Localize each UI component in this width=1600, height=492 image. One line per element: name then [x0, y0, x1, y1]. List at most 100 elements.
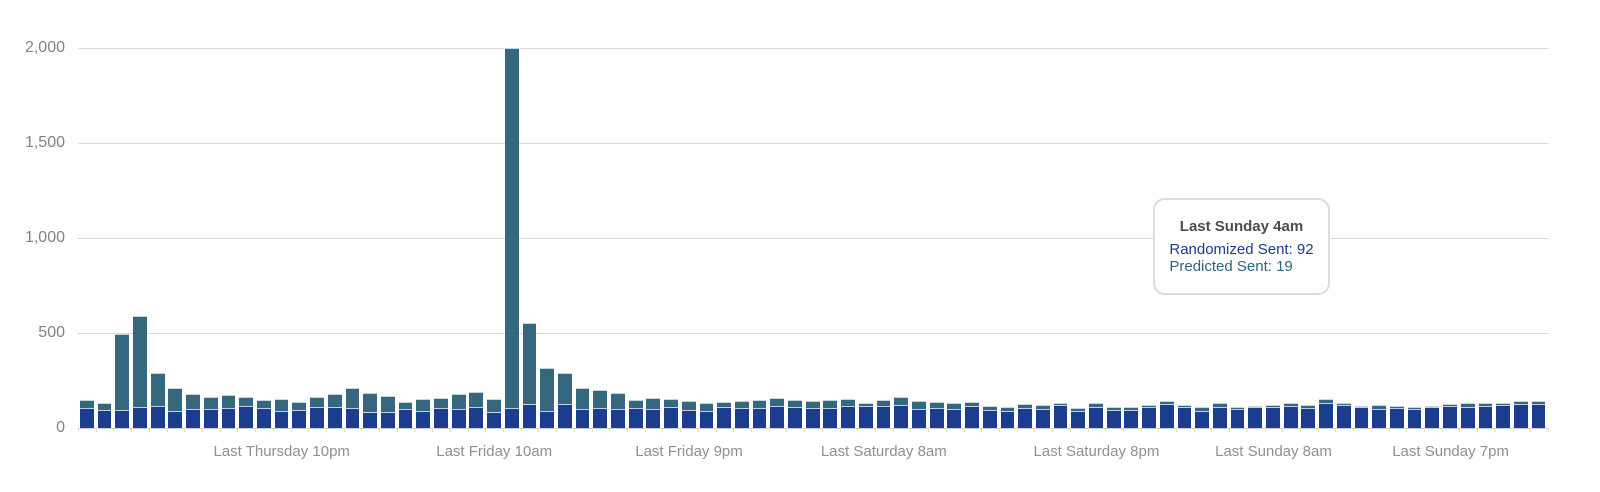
bar[interactable] [361, 0, 379, 428]
bar[interactable] [1229, 0, 1247, 428]
bar[interactable] [503, 0, 521, 428]
bar[interactable] [1158, 0, 1176, 428]
bar-stack [292, 401, 307, 428]
bar[interactable] [1530, 0, 1548, 428]
bar[interactable] [149, 0, 167, 428]
bar[interactable] [751, 0, 769, 428]
bar[interactable] [1211, 0, 1229, 428]
bar[interactable] [167, 0, 185, 428]
bar[interactable] [467, 0, 485, 428]
bar[interactable] [273, 0, 291, 428]
randomized-sent-segment [327, 407, 342, 428]
bar[interactable] [202, 0, 220, 428]
bar[interactable] [1300, 0, 1318, 428]
bar[interactable] [1034, 0, 1052, 428]
bar[interactable] [184, 0, 202, 428]
bar[interactable] [786, 0, 804, 428]
bar[interactable] [1406, 0, 1424, 428]
bar[interactable] [255, 0, 273, 428]
bar[interactable] [1459, 0, 1477, 428]
bar[interactable] [822, 0, 840, 428]
bar-hovered[interactable] [1193, 0, 1211, 428]
x-axis-tick-mark [1193, 428, 1195, 432]
bar[interactable] [1140, 0, 1158, 428]
x-axis-tick-mark [1105, 428, 1107, 432]
bar[interactable] [414, 0, 432, 428]
bar[interactable] [1494, 0, 1512, 428]
randomized-sent-segment [1195, 410, 1210, 428]
bar[interactable] [857, 0, 875, 428]
bar[interactable] [591, 0, 609, 428]
randomized-sent-segment [1124, 409, 1139, 428]
bar[interactable] [1353, 0, 1371, 428]
bar[interactable] [78, 0, 96, 428]
bar[interactable] [680, 0, 698, 428]
bar[interactable] [379, 0, 397, 428]
bar[interactable] [326, 0, 344, 428]
bar[interactable] [839, 0, 857, 428]
bar[interactable] [1069, 0, 1087, 428]
bar[interactable] [1335, 0, 1353, 428]
bar[interactable] [945, 0, 963, 428]
bar[interactable] [733, 0, 751, 428]
bar[interactable] [662, 0, 680, 428]
x-axis-tick-mark [379, 428, 381, 432]
bar[interactable] [397, 0, 415, 428]
bar[interactable] [1246, 0, 1264, 428]
predicted-sent-segment [770, 398, 785, 406]
randomized-sent-segment [1089, 407, 1103, 428]
bar[interactable] [432, 0, 450, 428]
bar[interactable] [96, 0, 114, 428]
bar[interactable] [1370, 0, 1388, 428]
bar[interactable] [875, 0, 893, 428]
bar[interactable] [1423, 0, 1441, 428]
bar[interactable] [290, 0, 308, 428]
bar[interactable] [1087, 0, 1105, 428]
bar[interactable] [1016, 0, 1034, 428]
bar[interactable] [113, 0, 131, 428]
bar[interactable] [910, 0, 928, 428]
bar[interactable] [1122, 0, 1140, 428]
bar[interactable] [131, 0, 149, 428]
bar[interactable] [1176, 0, 1194, 428]
bar[interactable] [963, 0, 981, 428]
bar[interactable] [538, 0, 556, 428]
bar[interactable] [308, 0, 326, 428]
bar[interactable] [450, 0, 468, 428]
bar[interactable] [237, 0, 255, 428]
bar[interactable] [768, 0, 786, 428]
bar[interactable] [220, 0, 238, 428]
bar[interactable] [1052, 0, 1070, 428]
bar[interactable] [804, 0, 822, 428]
x-axis-tick-mark [1406, 428, 1408, 432]
bar[interactable] [892, 0, 910, 428]
predicted-sent-segment [912, 401, 926, 409]
bar[interactable] [645, 0, 663, 428]
bar[interactable] [999, 0, 1017, 428]
randomized-sent-segment [1018, 408, 1033, 428]
bar[interactable] [556, 0, 574, 428]
bar[interactable] [1477, 0, 1495, 428]
bar-stack [1053, 403, 1068, 428]
bar[interactable] [574, 0, 592, 428]
bar[interactable] [1317, 0, 1335, 428]
bar[interactable] [1512, 0, 1530, 428]
bar[interactable] [698, 0, 716, 428]
bar[interactable] [1264, 0, 1282, 428]
bar[interactable] [928, 0, 946, 428]
bar[interactable] [1388, 0, 1406, 428]
bar[interactable] [521, 0, 539, 428]
predicted-sent-segment [380, 396, 395, 413]
x-axis-tick-mark [857, 428, 859, 432]
bar[interactable] [715, 0, 733, 428]
bar[interactable] [485, 0, 503, 428]
bar[interactable] [1282, 0, 1300, 428]
bar[interactable] [344, 0, 362, 428]
bar[interactable] [609, 0, 627, 428]
bar[interactable] [1441, 0, 1459, 428]
bar[interactable] [1105, 0, 1123, 428]
bar[interactable] [627, 0, 645, 428]
bar-stack [1035, 405, 1050, 428]
predicted-sent-segment [858, 403, 873, 406]
bar[interactable] [981, 0, 999, 428]
